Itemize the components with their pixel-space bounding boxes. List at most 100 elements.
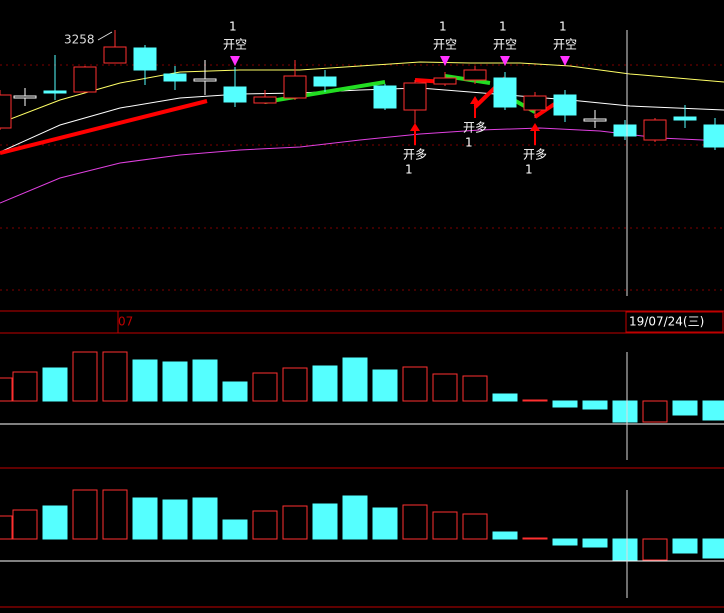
candle-body	[523, 95, 547, 111]
histogram-bar	[582, 400, 608, 410]
histogram-bar	[72, 351, 98, 402]
histogram-bar	[342, 357, 368, 402]
histogram-bar	[42, 367, 68, 402]
histogram-bar	[372, 369, 398, 402]
histogram-bar	[72, 489, 98, 540]
ma-magenta	[0, 127, 724, 204]
ma-yellow	[0, 61, 724, 124]
candle-body	[463, 69, 487, 81]
histogram-bar	[402, 504, 428, 540]
candle-body	[193, 78, 217, 82]
histogram-bar	[492, 531, 518, 540]
candle-body	[253, 96, 277, 104]
histogram-bar	[252, 372, 278, 402]
cursor-date: 19/07/24(三)	[629, 315, 704, 329]
histogram-bar	[432, 373, 458, 402]
histogram-bar	[642, 400, 668, 423]
histogram-bar	[192, 359, 218, 402]
signal-arrow-head	[410, 123, 420, 131]
histogram-bar	[222, 381, 248, 402]
histogram-bar	[312, 365, 338, 402]
price-label: 3258	[64, 33, 95, 47]
candle-body	[583, 118, 607, 122]
histogram-bar	[552, 400, 578, 408]
candle-body	[403, 82, 427, 111]
histogram-bar	[612, 538, 638, 561]
signal-label: 开空	[223, 38, 247, 52]
candle-body	[433, 77, 457, 85]
histogram-bar	[12, 509, 38, 540]
signal-arrow	[440, 56, 450, 66]
candle-body	[313, 76, 337, 87]
signal-count: 1	[405, 163, 413, 177]
price-pointer	[97, 31, 113, 41]
signal-label: 开多	[463, 121, 487, 135]
signal-label: 开多	[403, 148, 427, 162]
histogram-bar	[12, 371, 38, 402]
signal-arrow-head	[530, 123, 540, 131]
signal-arrow	[500, 56, 510, 66]
histogram-bar	[192, 497, 218, 540]
histogram-bar	[162, 499, 188, 540]
signal-count: 1	[439, 20, 447, 34]
histogram-bar	[252, 510, 278, 540]
histogram-bar	[312, 503, 338, 540]
histogram-bar	[342, 495, 368, 540]
signal-arrow	[560, 56, 570, 66]
histogram-bar	[0, 515, 13, 540]
candle-body	[373, 85, 397, 109]
candle-body	[703, 124, 724, 148]
histogram-bar	[582, 538, 608, 548]
histogram-bar	[522, 399, 548, 402]
candle-body	[163, 73, 187, 82]
signal-count: 1	[525, 163, 533, 177]
candle-body	[133, 47, 157, 71]
candle-body	[73, 66, 97, 93]
candle-body	[613, 124, 637, 137]
histogram-bar	[462, 375, 488, 402]
histogram-bar	[132, 497, 158, 540]
grid	[0, 64, 724, 291]
histogram-bar	[702, 538, 724, 559]
histogram-bar	[492, 393, 518, 402]
histogram-bar	[672, 400, 698, 416]
histogram-bar	[552, 538, 578, 546]
candle-body	[223, 86, 247, 103]
histogram-bar	[102, 489, 128, 540]
signal-label: 开空	[433, 38, 457, 52]
histogram-bar	[222, 519, 248, 540]
date-box	[625, 311, 724, 333]
axis-label: 07	[118, 315, 133, 329]
candle-body	[673, 116, 697, 121]
histogram-bar	[282, 505, 308, 540]
signal-count: 1	[499, 20, 507, 34]
histogram-bar	[702, 400, 724, 421]
signal-arrow	[230, 56, 240, 66]
histogram-bar	[372, 507, 398, 540]
signal-count: 1	[229, 20, 237, 34]
histogram-bar	[42, 505, 68, 540]
signal-label: 开空	[493, 38, 517, 52]
candle-body	[13, 95, 37, 99]
signal-count: 1	[559, 20, 567, 34]
signal-arrow-head	[470, 96, 480, 104]
candle-body	[103, 46, 127, 64]
histogram-bar	[672, 538, 698, 554]
histogram-bar	[162, 361, 188, 402]
signal-label: 开多	[523, 148, 547, 162]
candle-body	[553, 94, 577, 116]
histogram-bar	[432, 511, 458, 540]
histogram-bar	[0, 377, 13, 402]
histogram-bar	[642, 538, 668, 561]
candle-body	[493, 77, 517, 108]
candle-body	[643, 119, 667, 141]
signal-label: 开空	[553, 38, 577, 52]
histogram-bar	[102, 351, 128, 402]
histogram-bar	[522, 537, 548, 540]
histogram-bar	[282, 367, 308, 402]
histogram-bar	[402, 366, 428, 402]
histogram-bar	[612, 400, 638, 423]
histogram-bar	[462, 513, 488, 540]
candle-body	[283, 75, 307, 99]
